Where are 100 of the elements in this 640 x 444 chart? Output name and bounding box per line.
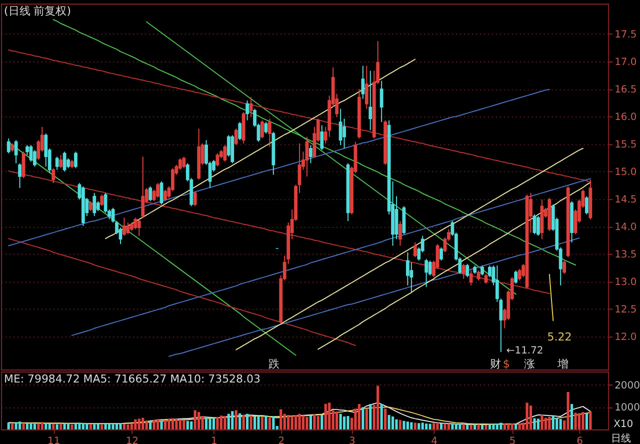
candlestick [18,162,22,188]
bar [526,402,528,430]
candlestick [264,121,268,134]
bar [536,418,540,430]
candlestick [223,144,227,162]
bar [410,422,413,430]
bar [309,416,312,430]
bar [548,416,551,430]
text: 日线 [611,432,632,444]
bar [190,421,193,430]
candlestick [364,65,368,110]
candlestick [193,190,197,207]
bar [540,414,544,430]
bar [316,416,320,430]
candlestick [305,136,309,177]
candlestick [380,80,384,122]
bar [216,416,219,430]
candlestick [484,273,488,284]
bar [477,424,480,430]
candlestick [216,152,220,168]
bar [119,423,122,430]
bar [507,424,510,430]
bar [484,424,488,430]
candlestick [398,220,402,246]
bar [7,422,10,430]
line-series [168,238,580,357]
candlestick [342,118,346,149]
bar [290,416,294,430]
candlestick [338,108,342,146]
x-tick-label: 3 [349,436,356,444]
candlestick [249,96,253,118]
annotation: $ [502,358,510,371]
bar [589,412,592,430]
line-series [8,406,591,425]
bar [82,423,84,430]
bar [496,424,498,430]
bar [272,416,275,430]
bar [246,414,249,430]
y-tick-label: 15.5 [614,139,637,150]
bar [175,418,178,430]
bar [298,414,301,430]
candlestick [480,265,484,276]
bar [398,420,402,430]
bar [342,416,346,430]
bar [432,423,436,430]
candlestick [52,168,56,184]
bar [402,420,406,430]
candlestick [92,192,96,217]
bar [585,413,588,430]
bar [425,424,428,430]
line-series [8,89,550,246]
candlestick [88,200,92,212]
bar [74,424,78,430]
bar [380,404,383,430]
bar [164,420,167,430]
bar [388,414,390,430]
bar [152,420,156,430]
bar [145,420,148,430]
bar [112,424,114,430]
bar [48,424,51,430]
candlestick [532,214,536,235]
bar [447,424,450,430]
bar [56,424,58,430]
bar [287,414,290,430]
y-tick-label: 16.0 [614,112,637,123]
bar [470,424,472,430]
bar [149,420,152,430]
bar [138,418,140,430]
candlestick [100,194,104,207]
bar [242,414,245,430]
bar [283,414,286,430]
bar [294,415,298,430]
candlestick [238,121,242,141]
line-series [8,142,296,356]
x-tick-label: 2 [278,436,285,444]
bar [421,422,424,430]
bar [231,411,234,430]
x-tick-label: 5 [509,436,516,444]
candlestick [440,246,443,262]
bar [391,416,394,430]
bar [444,424,446,430]
bar [253,416,256,430]
candlestick [111,207,115,224]
candlestick [462,263,466,280]
bar [280,409,282,430]
bar [182,420,186,430]
bar [544,418,547,430]
y-tick-label: 14.5 [614,194,637,206]
bar [52,424,55,430]
bar [37,423,40,430]
x-tick-label: 12 [126,436,139,444]
bar [100,424,104,430]
bar [384,408,387,430]
bar [224,416,226,430]
annotation: 跌 [268,358,280,371]
bar [178,420,182,430]
chart-title: (日线 前复权) [4,4,72,18]
bar [208,418,212,430]
bar [440,423,443,430]
bar [406,422,409,430]
